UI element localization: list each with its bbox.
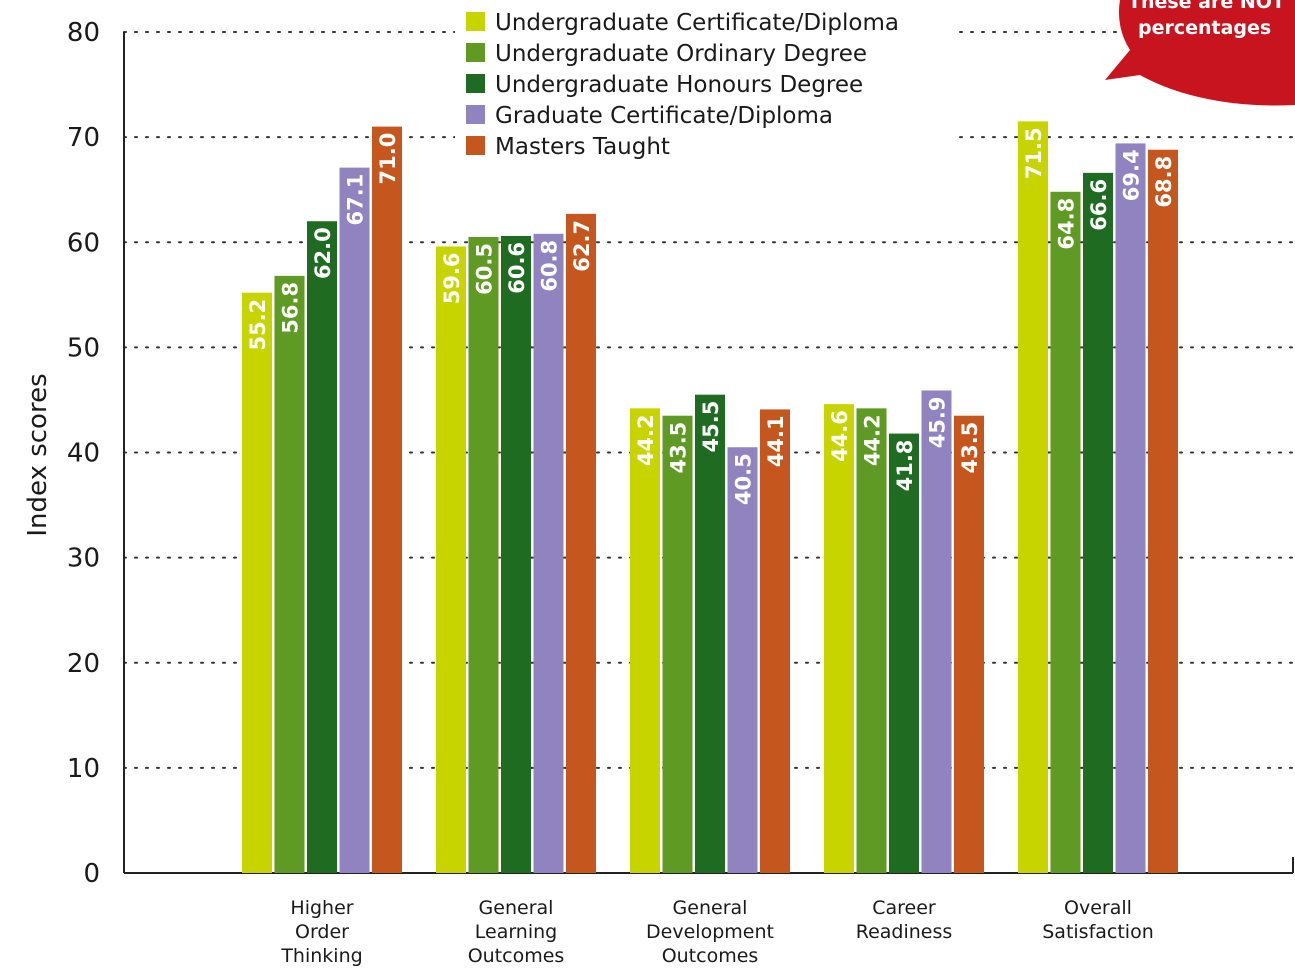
bar bbox=[307, 221, 337, 874]
bar bbox=[824, 404, 854, 873]
bar-value-label: 68.8 bbox=[1152, 156, 1176, 208]
legend-label: Graduate Certificate/Diploma bbox=[495, 103, 833, 129]
legend-swatch bbox=[466, 74, 485, 93]
bar bbox=[533, 233, 564, 874]
bar bbox=[468, 236, 499, 873]
legend-swatch bbox=[466, 105, 485, 124]
bar bbox=[274, 275, 305, 873]
bar bbox=[630, 408, 660, 873]
bar-value-label: 44.2 bbox=[634, 414, 658, 466]
legend-swatch bbox=[466, 43, 485, 62]
callout-bubble: These are NOT percentages bbox=[1105, 0, 1295, 106]
bars bbox=[242, 121, 1178, 874]
y-tick-label: 30 bbox=[67, 544, 100, 574]
bar bbox=[1050, 191, 1081, 874]
bar bbox=[1148, 149, 1178, 874]
x-category-label: Higher Order Thinking bbox=[280, 897, 362, 967]
legend-label: Undergraduate Certificate/Diploma bbox=[495, 10, 899, 36]
legend-label: Undergraduate Ordinary Degree bbox=[495, 41, 867, 67]
bar-value-label: 60.8 bbox=[538, 240, 562, 292]
bar bbox=[1083, 172, 1113, 873]
legend-swatch bbox=[466, 12, 485, 31]
bar-value-label: 71.0 bbox=[376, 133, 400, 185]
bar-value-label: 71.5 bbox=[1022, 127, 1046, 179]
bar-value-label: 41.8 bbox=[893, 440, 917, 492]
bar-value-label: 45.5 bbox=[699, 401, 723, 453]
x-category-label: Overall Satisfaction bbox=[1042, 897, 1154, 943]
bar-value-label: 62.0 bbox=[311, 227, 335, 279]
bar-value-label: 45.9 bbox=[926, 396, 950, 448]
y-tick-label: 0 bbox=[83, 859, 100, 889]
x-category-label: General Development Outcomes bbox=[646, 897, 774, 967]
bar bbox=[856, 408, 887, 873]
y-tick-label: 80 bbox=[67, 18, 100, 48]
bar-value-label: 44.6 bbox=[828, 410, 852, 462]
callout-line-1: These are NOT bbox=[1128, 0, 1285, 13]
bar-value-label: 64.8 bbox=[1055, 198, 1079, 250]
bar-value-label: 67.1 bbox=[344, 174, 368, 226]
y-tick-label: 20 bbox=[67, 649, 100, 679]
bar bbox=[339, 167, 370, 873]
y-axis-label: Index scores bbox=[23, 373, 53, 536]
bar-value-label: 60.5 bbox=[473, 243, 497, 295]
bar-value-labels: 55.2 56.8 62.0 67.1 71.0 59.6 60.5 60.6 60.8 62.7… bbox=[246, 127, 1176, 505]
bar-value-label: 43.5 bbox=[667, 422, 691, 474]
callout-shape bbox=[1105, 0, 1295, 106]
bar-value-label: 56.8 bbox=[279, 282, 303, 334]
bar bbox=[695, 394, 725, 873]
y-tick-label: 40 bbox=[67, 439, 100, 469]
bar bbox=[501, 235, 531, 873]
x-category-label: Career Readiness bbox=[856, 897, 953, 943]
bar-value-label: 55.2 bbox=[246, 299, 270, 351]
y-tick-label: 50 bbox=[67, 333, 100, 363]
bar bbox=[1018, 121, 1048, 873]
bar-value-label: 44.2 bbox=[861, 414, 885, 466]
legend: Undergraduate Certificate/Diploma Undergr… bbox=[455, 2, 955, 172]
bar bbox=[760, 409, 790, 873]
y-tick-label: 10 bbox=[67, 754, 100, 784]
bar bbox=[921, 390, 952, 873]
bar-value-label: 60.6 bbox=[505, 242, 529, 294]
legend-label: Masters Taught bbox=[495, 134, 670, 160]
bar bbox=[372, 126, 402, 874]
y-tick-label: 70 bbox=[67, 123, 100, 153]
bar bbox=[662, 415, 693, 873]
bar bbox=[1115, 143, 1146, 873]
bar-value-label: 44.1 bbox=[764, 415, 788, 467]
y-tick-label: 60 bbox=[67, 228, 100, 258]
bar-value-label: 62.7 bbox=[570, 220, 594, 272]
bar-value-label: 66.6 bbox=[1087, 179, 1111, 231]
bar-value-label: 40.5 bbox=[732, 453, 756, 505]
bar bbox=[954, 415, 984, 873]
x-category-label: General Learning Outcomes bbox=[468, 897, 565, 967]
bar bbox=[727, 447, 758, 873]
bar bbox=[889, 433, 919, 873]
bar-value-label: 43.5 bbox=[958, 422, 982, 474]
bar bbox=[242, 292, 272, 874]
bar bbox=[566, 213, 596, 873]
callout-line-2: percentages bbox=[1138, 17, 1271, 39]
bar bbox=[436, 246, 466, 873]
category-labels: Higher Order Thinking General Learning Outcom… bbox=[280, 897, 1153, 967]
legend-swatch bbox=[466, 136, 485, 155]
legend-label: Undergraduate Honours Degree bbox=[495, 72, 863, 98]
bar-value-label: 69.4 bbox=[1120, 149, 1144, 201]
bar-value-label: 59.6 bbox=[440, 252, 464, 304]
legend-background bbox=[455, 2, 955, 172]
